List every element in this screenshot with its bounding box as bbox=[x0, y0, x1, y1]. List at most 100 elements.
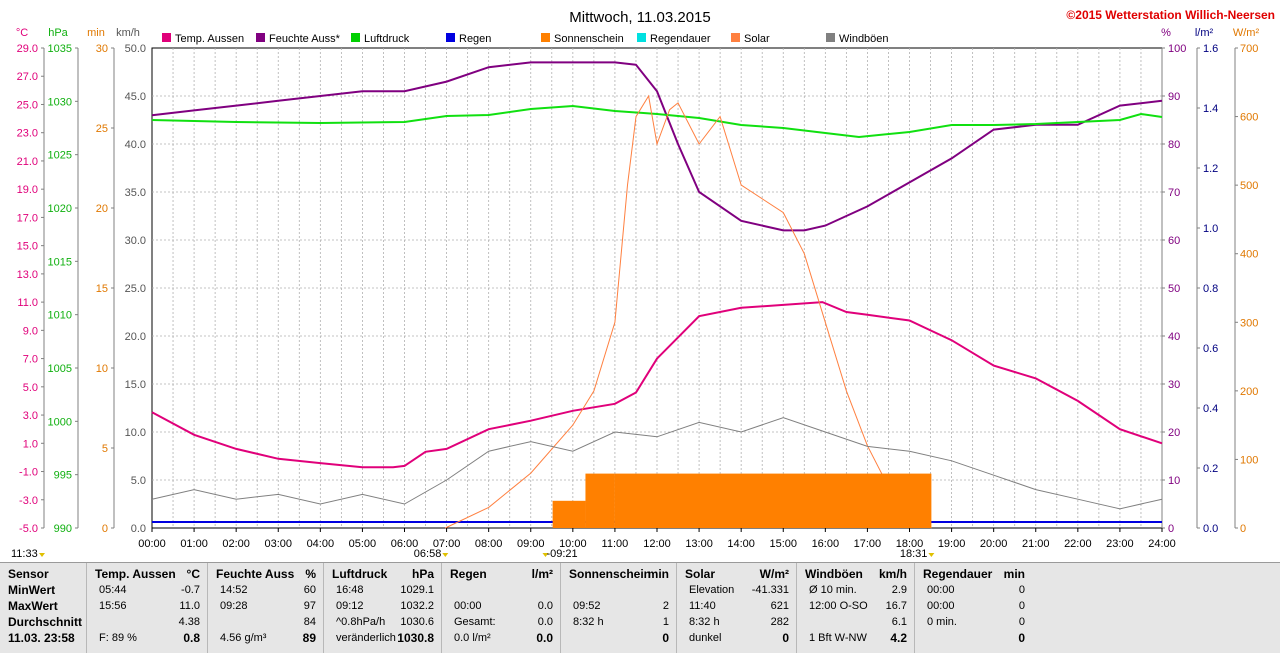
stats-tot-value: 1030.8 bbox=[397, 631, 434, 645]
temp-axis-unit: °C bbox=[16, 27, 28, 39]
stats-row-labels: Sensor MinWert MaxWert Durchschnitt 11.0… bbox=[0, 563, 86, 653]
stats-avg-value: 1 bbox=[662, 616, 669, 628]
solar-axis-tick: 400 bbox=[1240, 249, 1258, 261]
stats-max-value: 2 bbox=[662, 600, 669, 612]
pressure-axis-tick: 1035 bbox=[48, 43, 72, 55]
humidity-axis-tick: 80 bbox=[1168, 139, 1180, 151]
x-tick-label: 19:00 bbox=[938, 538, 966, 550]
stats-min-label: Elevation bbox=[689, 584, 735, 596]
solar-axis-tick: 600 bbox=[1240, 112, 1258, 124]
x-tick-label: 21:00 bbox=[1022, 538, 1050, 550]
temp-axis-tick: 21.0 bbox=[17, 156, 38, 168]
stats-tot-value: 0 bbox=[782, 631, 789, 645]
rain-axis-tick: 0.2 bbox=[1203, 463, 1218, 475]
sunshine-axis-tick: 25 bbox=[96, 123, 108, 135]
stats-min-value: -41.331 bbox=[751, 584, 789, 596]
pressure-axis-tick: 1020 bbox=[48, 203, 72, 215]
humidity-axis-tick: 100 bbox=[1168, 43, 1186, 55]
rain-axis-tick: 0.6 bbox=[1203, 343, 1218, 355]
humidity-axis-tick: 50 bbox=[1168, 283, 1180, 295]
temp-axis-tick: 23.0 bbox=[17, 128, 38, 140]
stats-tot-value: 4.2 bbox=[890, 631, 907, 645]
legend: Temp. Aussen Feuchte Auss* Luftdruck Regen S… bbox=[162, 33, 889, 45]
stats-avg-label: 0 min. bbox=[927, 616, 957, 628]
x-tick-label: 14:00 bbox=[727, 538, 755, 550]
stats-max-label: 09:28 bbox=[220, 600, 248, 612]
stats-max-label: 09:52 bbox=[573, 600, 601, 612]
x-tick-label: 23:00 bbox=[1106, 538, 1134, 550]
stats-min-value: 2.9 bbox=[891, 584, 907, 596]
wind-axis-tick: 20.0 bbox=[125, 331, 146, 343]
x-tick-label: 09:00 bbox=[517, 538, 545, 550]
stats-tot-label: veränderlich bbox=[336, 632, 396, 644]
stats-avg-label: Gesamt: bbox=[454, 616, 496, 628]
x-tick-label: 02:00 bbox=[222, 538, 250, 550]
solar-axis-tick: 300 bbox=[1240, 317, 1258, 329]
stats-min-label: Ø 10 min. bbox=[809, 584, 857, 596]
legend-label: Feuchte Auss* bbox=[269, 33, 341, 45]
x-tick-label: 04:00 bbox=[307, 538, 335, 550]
humidity-axis-tick: 90 bbox=[1168, 91, 1180, 103]
temp-axis-tick: 19.0 bbox=[17, 184, 38, 196]
solar-axis-tick: 700 bbox=[1240, 43, 1258, 55]
pressure-axis-tick: 995 bbox=[54, 470, 72, 482]
stats-column-sonnenschein: Sonnenschein min 09:52 2 8:32 h 1 0 bbox=[560, 563, 677, 653]
legend-swatch bbox=[826, 33, 835, 42]
stats-tot-value: 0.0 bbox=[536, 631, 553, 645]
sunshine-axis-tick: 20 bbox=[96, 203, 108, 215]
series-solar-line bbox=[445, 94, 932, 529]
stats-max-label: 00:00 bbox=[454, 600, 482, 612]
stats-avg-value: 0 bbox=[1018, 616, 1025, 628]
temp-axis-tick: 15.0 bbox=[17, 241, 38, 253]
legend-swatch bbox=[256, 33, 265, 42]
stats-max-value: 97 bbox=[303, 600, 316, 612]
wind-axis-tick: 50.0 bbox=[125, 43, 146, 55]
row-label-min: MinWert bbox=[8, 583, 56, 597]
wind-axis-tick: 30.0 bbox=[125, 235, 146, 247]
rain-axis-tick: 1.6 bbox=[1203, 43, 1218, 55]
pressure-axis-unit: hPa bbox=[48, 27, 68, 39]
stats-tot-label: 0.0 l/m² bbox=[454, 632, 491, 644]
temp-axis-tick: -1.0 bbox=[19, 467, 38, 479]
stats-avg-value: 0.0 bbox=[537, 616, 553, 628]
stats-max-label: 11:40 bbox=[689, 600, 716, 612]
stats-column-solar: Solar W/m² Elevation -41.331 11:40 621 8:32 h 2… bbox=[676, 563, 797, 653]
legend-label: Regen bbox=[459, 33, 491, 45]
stats-min-label: 05:44 bbox=[99, 584, 127, 596]
pressure-axis-tick: 990 bbox=[54, 523, 72, 535]
humidity-axis-unit: % bbox=[1161, 27, 1171, 39]
series-windb-en-line bbox=[151, 417, 1163, 510]
time-marker-arrow bbox=[542, 553, 549, 557]
legend-swatch bbox=[351, 33, 360, 42]
humidity-axis-tick: 0 bbox=[1168, 523, 1174, 535]
stats-max-value: 11.0 bbox=[179, 600, 200, 612]
stats-avg-value: 282 bbox=[770, 616, 789, 628]
temp-axis-tick: 9.0 bbox=[23, 325, 38, 337]
stats-column-regendauer: Regendauer min 00:00 0 00:00 0 0 min. 0 0 bbox=[914, 563, 1033, 653]
humidity-axis-tick: 20 bbox=[1168, 427, 1180, 439]
legend-label: Sonnenschein bbox=[554, 33, 624, 45]
stats-head: Luftdruck bbox=[332, 567, 388, 581]
stats-max-value: 0 bbox=[1018, 600, 1025, 612]
stats-avg-label: 8:32 h bbox=[573, 616, 604, 628]
wind-axis-tick: 15.0 bbox=[125, 379, 146, 391]
legend-swatch bbox=[541, 33, 550, 42]
x-tick-label: 03:00 bbox=[264, 538, 292, 550]
stats-min-label: 16:48 bbox=[336, 584, 364, 596]
sunshine-axis-tick: 15 bbox=[96, 283, 108, 295]
stats-min-value: 1029.1 bbox=[400, 584, 434, 596]
stats-tot-value: 0 bbox=[1018, 631, 1025, 645]
legend-label: Luftdruck bbox=[364, 33, 410, 45]
wind-axis-tick: 5.0 bbox=[131, 475, 146, 487]
stats-tot-value: 0.8 bbox=[183, 631, 200, 645]
rain-axis-tick: 0.4 bbox=[1203, 403, 1218, 415]
time-marker-label: 06:58 bbox=[414, 548, 442, 560]
x-tick-label: 00:00 bbox=[138, 538, 166, 550]
stats-max-value: 1032.2 bbox=[400, 600, 434, 612]
stats-tot-label: dunkel bbox=[689, 632, 722, 644]
series-sonnenschein-bar bbox=[585, 473, 615, 528]
series bbox=[151, 61, 1163, 529]
stats-tot-label: F: 89 % bbox=[99, 632, 137, 644]
stats-head: Solar bbox=[685, 567, 716, 581]
temp-axis-tick: 27.0 bbox=[17, 71, 38, 83]
